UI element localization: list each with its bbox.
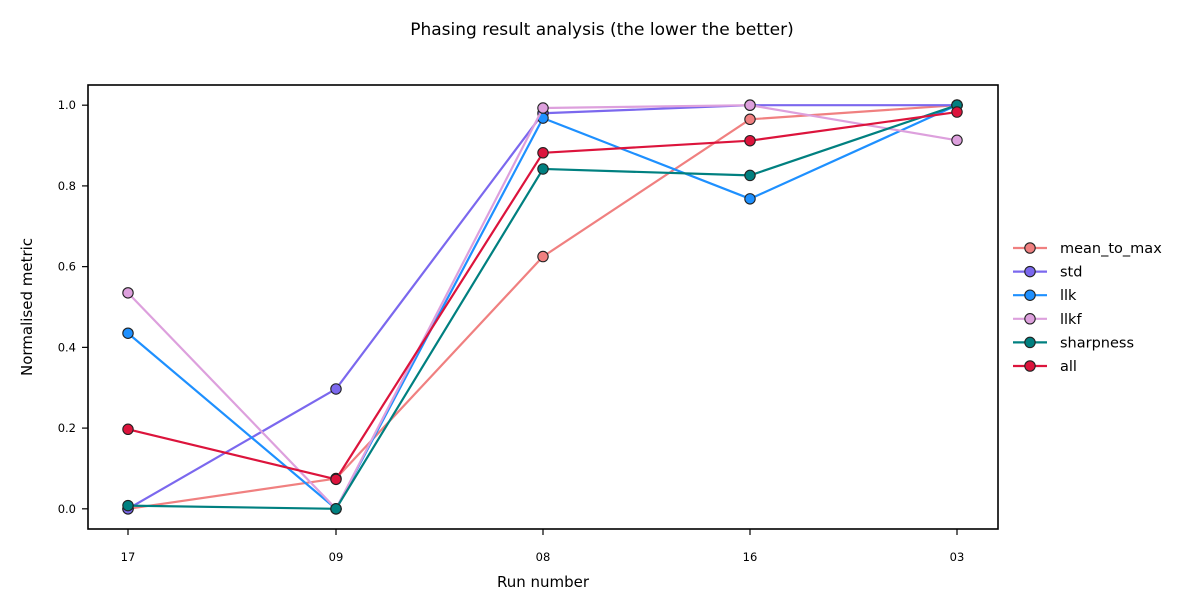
y-tick-label: 0.8 bbox=[58, 179, 76, 193]
data-point-llkf bbox=[537, 102, 549, 114]
legend-label: all bbox=[1060, 359, 1077, 375]
data-point-llk bbox=[744, 193, 756, 205]
data-point-mean_to_max bbox=[744, 113, 756, 126]
legend-marker bbox=[1024, 289, 1036, 301]
legend-item: mean_to_max bbox=[1013, 241, 1162, 257]
data-point-llk bbox=[122, 327, 134, 339]
x-tick-label: 03 bbox=[950, 550, 965, 564]
legend-marker bbox=[1024, 360, 1036, 372]
x-axis-label: Run number bbox=[497, 573, 590, 591]
data-point-all bbox=[951, 106, 963, 118]
legend-item: llk bbox=[1013, 288, 1077, 304]
legend-item: llkf bbox=[1013, 312, 1082, 328]
x-tick-label: 08 bbox=[536, 550, 551, 564]
data-point-sharpness bbox=[744, 169, 756, 182]
data-point-all bbox=[744, 134, 756, 147]
data-point-llkf bbox=[122, 287, 134, 299]
data-point-sharpness bbox=[537, 163, 549, 175]
data-point-sharpness bbox=[122, 499, 134, 512]
legend-label: llkf bbox=[1060, 312, 1082, 328]
plot-area bbox=[87, 84, 999, 530]
chart-title: Phasing result analysis (the lower the b… bbox=[410, 20, 794, 40]
x-tick-label: 09 bbox=[329, 550, 344, 564]
legend-label: std bbox=[1060, 265, 1082, 281]
legend-label: llk bbox=[1060, 288, 1077, 304]
data-point-all bbox=[330, 473, 342, 486]
legend-marker bbox=[1024, 242, 1036, 254]
data-point-llkf bbox=[744, 99, 756, 111]
data-point-sharpness bbox=[330, 503, 342, 515]
legend-item: sharpness bbox=[1013, 335, 1134, 351]
data-point-all bbox=[122, 423, 134, 436]
data-point-mean_to_max bbox=[537, 250, 549, 263]
legend-label: mean_to_max bbox=[1060, 241, 1162, 257]
legend-label: sharpness bbox=[1060, 335, 1134, 351]
y-tick-label: 0.2 bbox=[58, 421, 76, 435]
x-axis: 17 09 08 16 03 bbox=[121, 529, 965, 564]
y-axis: 0.0 0.2 0.4 0.6 0.8 1.0 bbox=[58, 98, 88, 516]
x-tick-label: 17 bbox=[121, 550, 136, 564]
legend-marker bbox=[1024, 265, 1036, 278]
y-tick-label: 1.0 bbox=[58, 98, 76, 112]
data-point-llkf bbox=[951, 134, 963, 147]
legend-marker bbox=[1024, 313, 1036, 325]
legend-marker bbox=[1024, 336, 1036, 349]
y-tick-label: 0.4 bbox=[58, 340, 76, 354]
data-point-std bbox=[330, 383, 342, 395]
y-tick-label: 0.6 bbox=[58, 260, 76, 274]
y-axis-label: Normalised metric bbox=[18, 238, 36, 376]
legend-item: all bbox=[1013, 359, 1077, 375]
x-tick-label: 16 bbox=[743, 550, 758, 564]
y-tick-label: 0.0 bbox=[58, 502, 76, 516]
legend-item: std bbox=[1013, 265, 1082, 281]
data-point-all bbox=[537, 147, 549, 159]
